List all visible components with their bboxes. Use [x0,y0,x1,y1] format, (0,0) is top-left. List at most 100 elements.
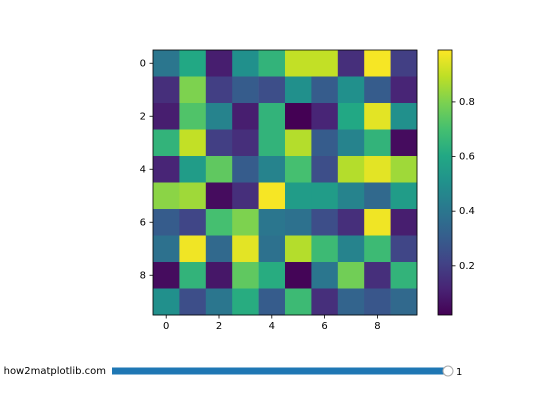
cell [153,50,180,77]
cell [232,50,259,77]
cell [232,182,259,210]
cell [179,156,207,183]
cell [337,103,365,130]
cell [258,209,286,236]
cell [337,76,365,104]
cell [337,182,365,210]
cell [205,129,233,157]
colorbar-tick-label: 0.4 [459,206,475,217]
cell [179,288,207,316]
cell [311,209,339,236]
cell [364,76,391,104]
cell [205,209,233,236]
cell [285,156,312,183]
cell [285,129,312,157]
cell [285,103,312,130]
cell [311,262,339,289]
cell [205,50,233,77]
cell [232,129,259,157]
cell [232,209,259,236]
cell [285,262,312,289]
cell [258,129,286,157]
colorbar [437,49,453,316]
cell [364,50,391,77]
cell [311,288,339,316]
cell [390,156,418,183]
cell [205,76,233,104]
y-tick-label: 0 [140,58,146,69]
x-tick-label: 6 [321,321,327,332]
y-tick-label: 8 [140,270,146,281]
heatmap [153,50,418,316]
cell [285,182,312,210]
cell [153,156,180,183]
colorbar-tick-label: 0.2 [459,261,475,272]
cell [179,103,207,130]
cell [364,262,391,289]
axes-frame [152,49,418,316]
slider-handle[interactable] [442,365,454,377]
cell [337,50,365,77]
cell [258,76,286,104]
cell [285,50,312,77]
x-tick-label: 0 [163,321,169,332]
cell [285,235,312,263]
cell [153,103,180,130]
x-tick-label: 2 [216,321,222,332]
colorbar-tick-label: 0.8 [459,97,475,108]
cell [285,209,312,236]
cell [179,50,207,77]
x-tick-label: 4 [269,321,275,332]
cell [258,182,286,210]
cell [364,129,391,157]
cell [179,182,207,210]
cell [179,262,207,289]
cell [232,76,259,104]
cell [337,288,365,316]
cell [205,156,233,183]
cell [390,103,418,130]
cell [285,288,312,316]
cell [311,76,339,104]
cell [258,235,286,263]
cell [232,156,259,183]
cell [258,262,286,289]
cell [337,209,365,236]
cell [337,235,365,263]
cell [390,288,418,316]
cell [179,129,207,157]
cell [337,156,365,183]
cell [205,182,233,210]
cell [258,103,286,130]
cell [390,235,418,263]
cell [232,288,259,316]
cell [311,156,339,183]
cell [258,288,286,316]
cell [232,103,259,130]
cell [390,182,418,210]
cell [364,103,391,130]
cell [390,50,418,77]
cell [179,209,207,236]
cell [179,76,207,104]
cell [205,288,233,316]
cell [153,76,180,104]
cell [311,50,339,77]
cell [153,209,180,236]
cell [364,209,391,236]
cell [337,262,365,289]
cell [258,156,286,183]
cell [311,235,339,263]
cell [285,76,312,104]
cell [311,129,339,157]
x-tick-label: 8 [374,321,380,332]
cell [205,103,233,130]
y-tick-label: 2 [140,111,146,122]
cell [364,156,391,183]
cell [337,129,365,157]
y-tick-label: 6 [140,217,146,228]
cell [390,262,418,289]
cell [364,235,391,263]
cell [205,235,233,263]
